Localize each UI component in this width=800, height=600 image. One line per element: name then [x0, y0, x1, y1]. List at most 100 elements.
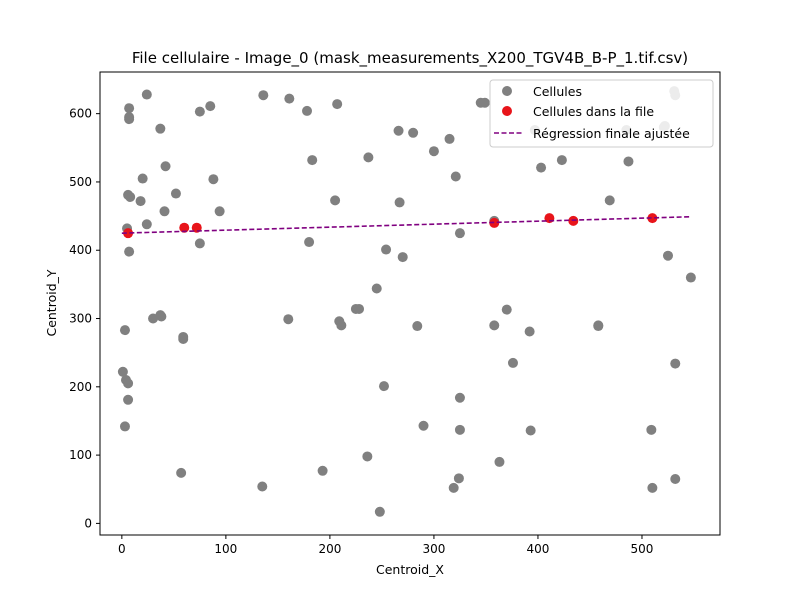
x-tick-label: 300	[422, 542, 445, 556]
cell-point	[670, 474, 681, 485]
legend-label-cellules: Cellules	[533, 84, 582, 99]
y-tick-label: 300	[69, 312, 92, 326]
cell-point	[374, 506, 385, 517]
cell-point	[307, 155, 318, 166]
series-regression	[121, 215, 690, 234]
cell-point	[125, 191, 136, 202]
axis-ticks: 0 100 200 300 400 500 0 100 200 300 400 500 600	[69, 107, 653, 556]
cell-point	[371, 283, 382, 294]
cell-point	[448, 482, 459, 493]
cell-point	[330, 195, 341, 206]
cell-point	[283, 314, 294, 325]
y-tick-label: 100	[69, 448, 92, 462]
cell-point	[646, 424, 657, 435]
cell-point	[141, 89, 152, 100]
cell-point	[393, 125, 404, 136]
cell-point	[141, 219, 152, 230]
cell-point	[454, 392, 465, 403]
queue-cell-point	[179, 222, 190, 233]
cell-point	[507, 357, 518, 368]
legend-marker-cellules	[502, 86, 512, 96]
cell-point	[170, 188, 181, 199]
cell-point	[428, 146, 439, 157]
cell-point	[397, 252, 408, 263]
cell-point	[394, 197, 405, 208]
legend: Cellules Cellules dans la file Régressio…	[489, 79, 714, 148]
cell-point	[284, 93, 295, 104]
cell-point	[604, 195, 615, 206]
cell-point	[124, 103, 135, 114]
legend-frame	[489, 79, 714, 148]
y-axis-label: Centroid_Y	[44, 269, 59, 336]
cell-point	[160, 161, 171, 172]
cell-point	[593, 320, 604, 331]
cell-point	[623, 156, 634, 167]
cell-point	[194, 238, 205, 249]
cell-point	[354, 303, 365, 314]
cell-point	[156, 311, 167, 322]
cell-point	[137, 173, 148, 184]
regression-line	[121, 215, 690, 234]
cell-point	[208, 174, 219, 185]
cell-point	[685, 272, 696, 283]
queue-cell-point	[647, 213, 658, 224]
cell-point	[670, 358, 681, 369]
cell-point	[121, 374, 132, 385]
cell-point	[205, 101, 216, 112]
cell-point	[536, 162, 547, 173]
cell-point	[304, 237, 315, 248]
cell-point	[408, 127, 419, 138]
cell-point	[362, 451, 373, 462]
y-tick-label: 200	[69, 380, 92, 394]
cell-point	[119, 325, 130, 336]
chart-title: File cellulaire - Image_0 (mask_measurem…	[132, 49, 688, 68]
cell-point	[258, 90, 269, 101]
legend-marker-cellules-dans-la-file	[502, 106, 512, 116]
plot-frame	[99, 71, 721, 536]
queue-cell-point	[123, 228, 134, 239]
cell-point	[155, 123, 166, 134]
series-cellules-dans-la-file	[123, 213, 658, 239]
cell-point	[556, 155, 567, 166]
cell-point	[524, 326, 535, 337]
x-tick-label: 500	[631, 542, 654, 556]
cell-point	[378, 381, 389, 392]
cell-point	[454, 424, 465, 435]
x-tick-label: 100	[214, 542, 237, 556]
cell-point	[302, 105, 313, 116]
cell-point	[363, 152, 374, 163]
cell-point	[489, 320, 500, 331]
cell-point	[444, 133, 455, 144]
cell-point	[381, 244, 392, 255]
y-tick-label: 0	[84, 516, 92, 530]
legend-label-cellules-dans-la-file: Cellules dans la file	[533, 104, 654, 119]
cell-point	[124, 246, 135, 257]
cell-point	[412, 321, 423, 332]
cell-point	[214, 206, 225, 217]
cell-point	[159, 206, 170, 217]
cell-point	[119, 421, 130, 432]
cell-point	[662, 250, 673, 261]
cell-point	[453, 473, 464, 484]
cell-point	[257, 481, 268, 492]
y-tick-label: 400	[69, 243, 92, 257]
x-tick-label: 0	[118, 542, 126, 556]
cell-point	[454, 228, 465, 239]
cell-point	[317, 465, 328, 476]
cell-point	[178, 331, 189, 342]
legend-label-regression: Régression finale ajustée	[533, 126, 690, 141]
x-tick-label: 200	[318, 542, 341, 556]
queue-cell-point	[489, 217, 500, 228]
cell-point	[123, 394, 134, 405]
cell-point	[418, 420, 429, 431]
series-cellules	[117, 86, 696, 517]
cell-point	[501, 304, 512, 315]
y-tick-label: 500	[69, 175, 92, 189]
cell-point	[336, 320, 347, 331]
cell-point	[494, 456, 505, 467]
cell-point	[135, 196, 146, 207]
cell-point	[194, 106, 205, 117]
cell-point	[332, 99, 343, 110]
x-axis-label: Centroid_X	[376, 562, 444, 577]
